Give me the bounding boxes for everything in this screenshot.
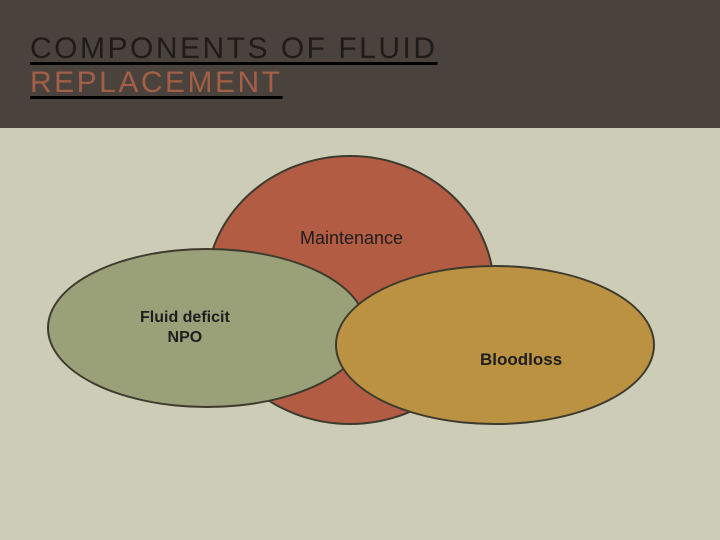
venn-diagram: Maintenance Fluid deficit NPO Bloodloss: [0, 0, 720, 540]
maintenance-label: Maintenance: [300, 228, 403, 249]
fluid-deficit-label-line1: Fluid deficit: [140, 309, 230, 326]
fluid-deficit-label-line2: NPO: [168, 329, 203, 346]
bloodloss-label: Bloodloss: [480, 350, 562, 370]
fluid-deficit-label: Fluid deficit NPO: [140, 308, 230, 348]
bloodloss-ellipse: [335, 265, 655, 425]
